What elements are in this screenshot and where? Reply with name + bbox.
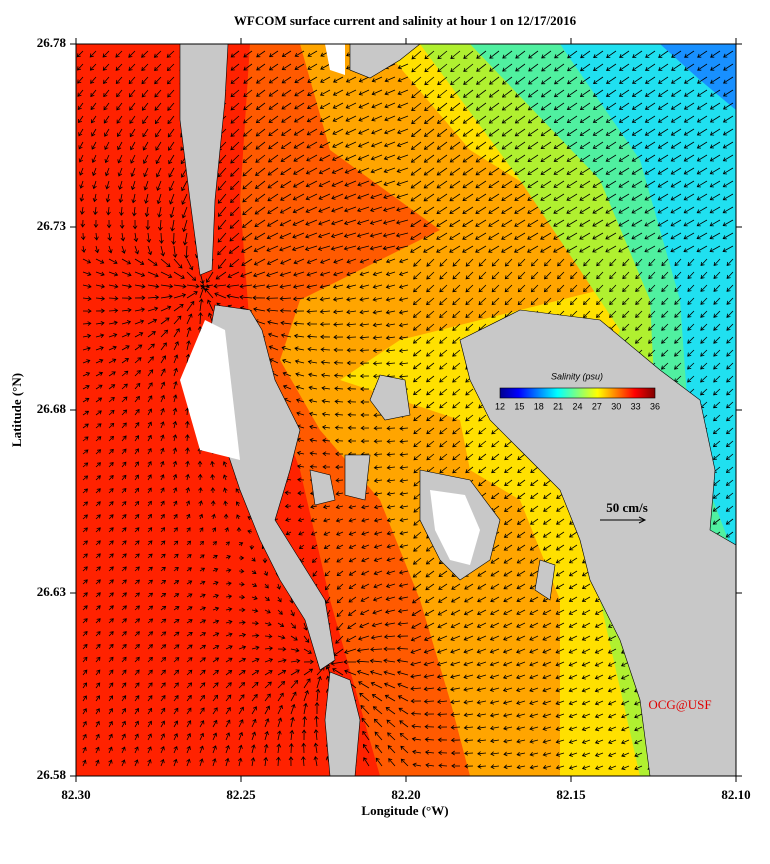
plot-area [76, 44, 736, 776]
y-axis-label: Latitude (°N) [9, 373, 24, 447]
y-tick-label: 26.58 [37, 767, 67, 782]
scale-arrow-head [638, 516, 647, 524]
colorbar-tick-label: 33 [631, 401, 641, 411]
x-tick-label: 82.10 [721, 787, 750, 802]
colorbar-tick-label: 15 [514, 401, 524, 411]
colorbar-ramp [499, 387, 656, 399]
colorbar-label: Salinity (psu) [551, 371, 603, 381]
colorbar-tick-label: 12 [495, 401, 505, 411]
white-area [180, 44, 480, 565]
y-tick-label: 26.78 [37, 35, 67, 50]
colorbar-tick-label: 36 [650, 401, 660, 411]
colorbar: Salinity (psu) 12 15 18 21 24 27 30 33 36 [495, 371, 660, 411]
title: WFCOM surface current and salinity at ho… [234, 13, 577, 28]
x-tick-label: 82.15 [556, 787, 586, 802]
colorbar-tick-label: 18 [534, 401, 544, 411]
scale-label: 50 cm/s [606, 500, 648, 515]
y-tick-label: 26.73 [37, 218, 67, 233]
salinity-band [660, 44, 736, 110]
x-tick-label: 82.20 [391, 787, 420, 802]
colorbar-tick-label: 27 [592, 401, 602, 411]
y-tick-label: 26.63 [37, 584, 67, 599]
colorbar-tick-label: 24 [572, 401, 582, 411]
colorbar-tick-label: 30 [611, 401, 621, 411]
x-axis-label: Longitude (°W) [361, 803, 448, 818]
x-tick-label: 82.25 [226, 787, 256, 802]
x-tick-label: 82.30 [61, 787, 90, 802]
y-tick-label: 26.68 [37, 401, 67, 416]
current-vectors [76, 50, 734, 771]
credit: OCG@USF [648, 697, 711, 712]
colorbar-tick-label: 21 [553, 401, 563, 411]
